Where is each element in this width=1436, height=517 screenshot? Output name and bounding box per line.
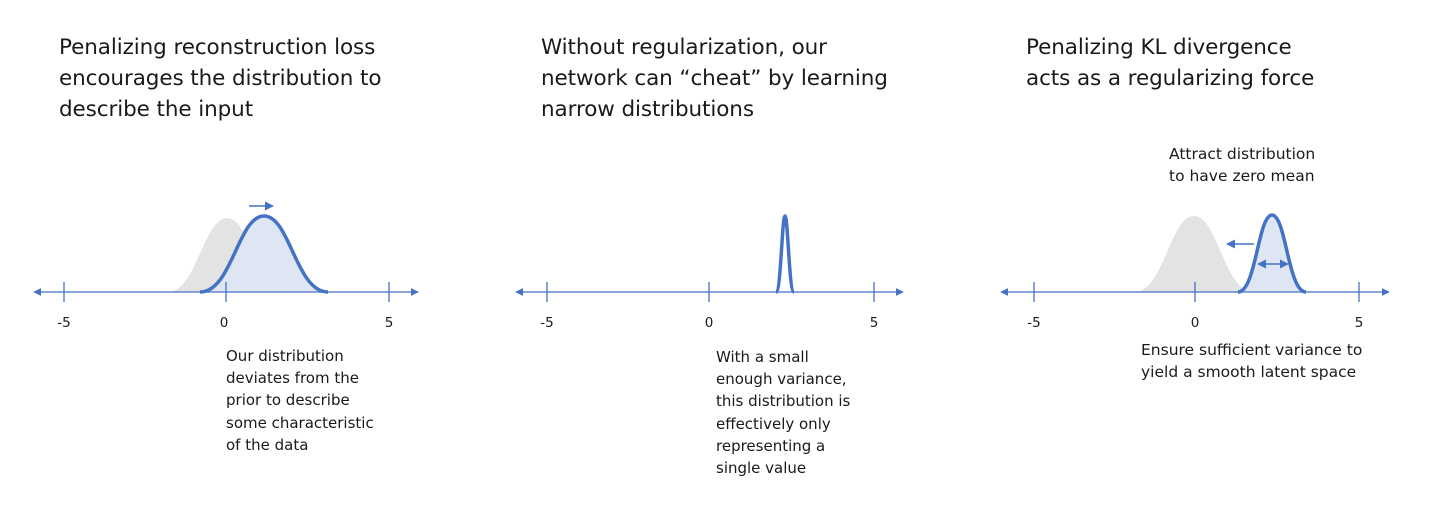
caption-line: of the data bbox=[226, 435, 309, 454]
panel-1-title: Penalizing reconstruction loss encourage… bbox=[59, 32, 382, 125]
caption-line: this distribution is bbox=[716, 392, 851, 411]
posterior-fill bbox=[200, 216, 328, 292]
tick-label: 5 bbox=[1355, 315, 1364, 331]
tick-label: 0 bbox=[220, 315, 229, 331]
panel-3-title-line: Penalizing KL divergence bbox=[1026, 35, 1292, 60]
caption-line: deviates from the bbox=[226, 369, 359, 388]
posterior-curve bbox=[774, 214, 796, 294]
tick-label: -5 bbox=[57, 315, 70, 331]
panel-2-title-line: Without regularization, our bbox=[541, 35, 827, 60]
tick-label: 5 bbox=[870, 315, 879, 331]
caption-line: Ensure sufficient variance to bbox=[1141, 341, 1363, 359]
tick-label: 0 bbox=[705, 315, 714, 331]
annotation-line: Attract distribution bbox=[1169, 145, 1316, 163]
tick-label: 5 bbox=[385, 315, 394, 331]
panel-3-title: Penalizing KL divergence acts as a regul… bbox=[1026, 32, 1314, 94]
annotation-line: to have zero mean bbox=[1169, 167, 1315, 185]
caption-line: some characteristic bbox=[226, 413, 374, 432]
panel-3-title-line: acts as a regularizing force bbox=[1026, 66, 1315, 91]
caption-line: enough variance, bbox=[716, 370, 847, 389]
posterior-curve bbox=[199, 214, 329, 294]
panel-3-plot: -5 0 5 bbox=[1000, 213, 1390, 331]
panel-1-caption: Our distribution deviates from the prior… bbox=[226, 345, 374, 456]
panel-1-plot: -5 0 5 bbox=[33, 201, 419, 331]
zero-mean-annotation: Attract distribution to have zero mean bbox=[1169, 143, 1315, 187]
caption-line: With a small bbox=[716, 348, 809, 366]
panel-1-title-line: encourages the distribution to bbox=[59, 66, 382, 91]
panel-1-title-line: Penalizing reconstruction loss bbox=[59, 35, 376, 60]
posterior-curve bbox=[1237, 213, 1307, 294]
panel-3-caption: Ensure sufficient variance to yield a sm… bbox=[1141, 339, 1362, 383]
caption-line: yield a smooth latent space bbox=[1141, 363, 1357, 381]
tick-label: -5 bbox=[1027, 315, 1040, 331]
panel-2-title-line: network can “cheat” by learning bbox=[541, 66, 888, 91]
tick-label: -5 bbox=[540, 315, 553, 331]
panel-2-title: Without regularization, our network can … bbox=[541, 32, 888, 125]
caption-line: prior to describe bbox=[226, 391, 350, 410]
panel-1-title-line: describe the input bbox=[59, 97, 254, 122]
caption-line: representing a bbox=[716, 436, 826, 455]
caption-line: effectively only bbox=[716, 414, 831, 433]
tick-label: 0 bbox=[1191, 315, 1200, 331]
posterior-fill bbox=[1238, 215, 1306, 292]
caption-line: single value bbox=[716, 459, 807, 478]
panel-2-plot: -5 0 5 bbox=[515, 214, 904, 331]
panel-2-caption: With a small enough variance, this distr… bbox=[716, 346, 850, 479]
caption-line: Our distribution bbox=[226, 347, 344, 365]
panel-2-title-line: narrow distributions bbox=[541, 97, 754, 122]
prior-distribution bbox=[1134, 216, 1254, 292]
